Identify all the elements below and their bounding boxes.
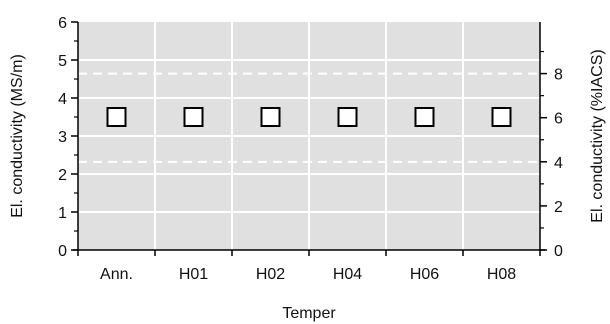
x-tick-label: H02 bbox=[256, 266, 285, 283]
y2-tick-label: 6 bbox=[554, 111, 563, 128]
axis-ticks: 0 1 2 3 4 5 6 0 2 4 6 8 Ann. H01 H02 H04 H06 H08 bbox=[58, 15, 563, 283]
y-tick-label: 1 bbox=[58, 205, 67, 222]
y-tick-label: 4 bbox=[58, 91, 67, 108]
x-tick-label: H01 bbox=[179, 266, 208, 283]
y-tick-label: 6 bbox=[58, 15, 67, 32]
data-point-marker bbox=[414, 107, 435, 127]
x-tick-label: H06 bbox=[410, 266, 439, 283]
x-tick-label: H08 bbox=[487, 266, 516, 283]
x-tick-label: Ann. bbox=[100, 266, 133, 283]
y-axis-title-left: El. conductivity (MS/m) bbox=[9, 54, 26, 218]
data-point-marker bbox=[337, 107, 358, 127]
grid-lines bbox=[78, 22, 540, 250]
data-point-marker bbox=[260, 107, 281, 127]
y2-tick-label: 0 bbox=[554, 243, 563, 260]
data-point-marker bbox=[491, 107, 512, 127]
data-point-marker bbox=[183, 107, 204, 127]
x-axis-title: Temper bbox=[282, 305, 336, 322]
y2-tick-label: 4 bbox=[554, 155, 563, 172]
y2-tick-label: 8 bbox=[554, 67, 563, 84]
y-tick-label: 2 bbox=[58, 167, 67, 184]
y-axis-title-right: El. conductivity (%IACS) bbox=[589, 49, 606, 222]
y2-tick-label: 2 bbox=[554, 199, 563, 216]
x-tick-label: H04 bbox=[333, 266, 362, 283]
y-tick-label: 5 bbox=[58, 53, 67, 70]
y-tick-label: 0 bbox=[58, 243, 67, 260]
y-tick-label: 3 bbox=[58, 129, 67, 146]
data-point-marker bbox=[106, 107, 127, 127]
data-markers bbox=[106, 107, 512, 127]
reference-lines bbox=[78, 72, 540, 163]
